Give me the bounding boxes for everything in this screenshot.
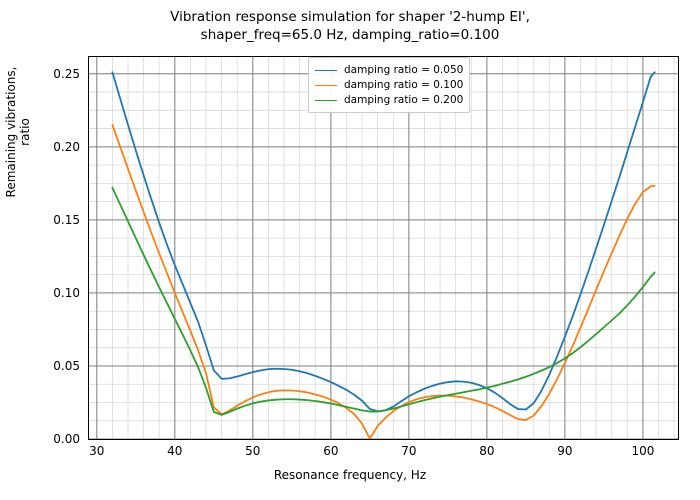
legend-entry-1: damping ratio = 0.100 [315, 78, 463, 92]
series-line-1 [111, 124, 656, 439]
x-tick-label: 70 [401, 444, 417, 458]
legend-label: damping ratio = 0.050 [344, 64, 464, 76]
series-line-0 [111, 71, 656, 413]
x-axis-label: Resonance frequency, Hz [273, 468, 427, 482]
x-tick-label: 80 [479, 444, 495, 458]
series-line-2 [111, 186, 656, 416]
legend-color-swatch [315, 69, 337, 71]
chart-title: Vibration response simulation for shaper… [0, 8, 700, 44]
x-tick-label: 50 [245, 444, 261, 458]
legend-color-swatch [315, 84, 337, 86]
y-tick-label: 0.00 [53, 432, 80, 446]
legend-entry-0: damping ratio = 0.050 [315, 63, 463, 77]
y-tick-label: 0.05 [53, 358, 80, 373]
legend: damping ratio = 0.050 damping ratio = 0.1… [308, 57, 471, 113]
x-tick-label: 30 [89, 444, 105, 458]
x-tick-label: 100 [631, 444, 655, 458]
legend-label: damping ratio = 0.200 [344, 94, 464, 106]
chart-canvas [89, 57, 678, 439]
y-tick-label: 0.20 [53, 139, 80, 154]
chart-title-line-2: shaper_freq=65.0 Hz, damping_ratio=0.100 [200, 27, 500, 44]
legend-label: damping ratio = 0.100 [344, 79, 464, 91]
legend-color-swatch [315, 99, 337, 101]
y-tick-label: 0.10 [53, 285, 80, 300]
y-axis-label: Remaining vibrations, ratio [4, 66, 32, 198]
x-tick-label: 40 [167, 444, 183, 458]
x-tick-label: 60 [323, 444, 339, 458]
y-tick-label: 0.25 [53, 66, 80, 81]
chart-title-line-1: Vibration response simulation for shaper… [170, 9, 530, 25]
legend-entry-2: damping ratio = 0.200 [315, 93, 463, 107]
y-tick-label: 0.15 [53, 212, 80, 227]
plot-area [88, 56, 679, 440]
x-tick-label: 90 [557, 444, 573, 458]
